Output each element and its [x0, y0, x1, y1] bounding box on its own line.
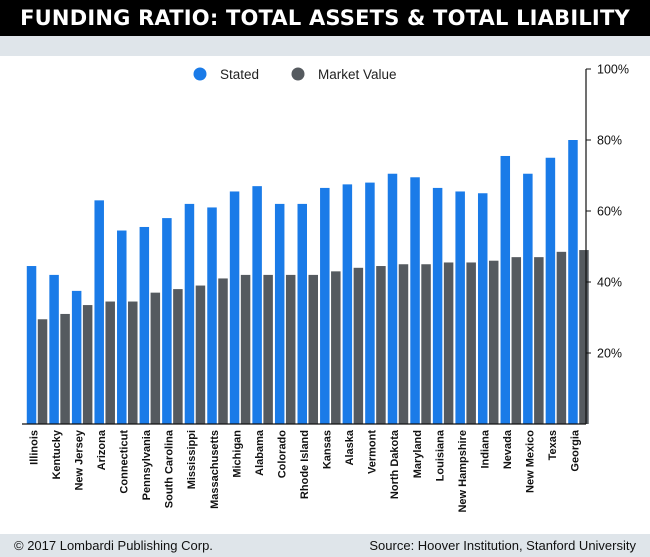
- bar-market-value: [37, 319, 48, 424]
- bar-stated: [26, 266, 37, 424]
- bar-market-value: [60, 313, 70, 424]
- x-tick-label: Rhode Island: [299, 430, 311, 499]
- bar-market-value: [285, 274, 296, 424]
- bar-stated: [49, 274, 59, 424]
- bar-stated: [545, 157, 556, 424]
- legend-label-stated: Stated: [220, 67, 259, 82]
- x-tick-label: Colorado: [276, 430, 288, 479]
- x-tick-label: Connecticut: [119, 430, 131, 494]
- bar-stated: [410, 177, 420, 424]
- y-tick-label: 60%: [597, 205, 622, 219]
- legend-label-market-value: Market Value: [318, 67, 397, 82]
- x-tick-label: New Jersey: [73, 429, 85, 490]
- bar-market-value: [218, 278, 228, 424]
- bar-market-value: [195, 285, 206, 424]
- footer: © 2017 Lombardi Publishing Corp. Source:…: [0, 534, 650, 557]
- bar-market-value: [173, 289, 183, 424]
- bar-market-value: [443, 262, 454, 424]
- legend-marker-stated: [193, 67, 207, 81]
- legend-marker-market-value: [291, 67, 305, 81]
- bar-market-value: [240, 274, 251, 424]
- x-tick-label: Mississippi: [186, 430, 198, 489]
- bar-stated: [184, 203, 195, 424]
- bar-stated: [162, 218, 172, 424]
- x-tick-labels: Illinois Kentucky New Jersey Arizona Connect…: [28, 429, 581, 512]
- x-tick-label: Louisiana: [434, 429, 446, 481]
- x-tick-label: North Dakota: [389, 429, 401, 499]
- bar-stated: [229, 191, 240, 424]
- bar-stated: [500, 155, 511, 424]
- x-tick-label: Kentucky: [51, 429, 63, 479]
- bar-market-value: [128, 301, 138, 424]
- bar-market-value: [353, 267, 364, 424]
- bar-stated: [568, 140, 578, 424]
- bar-stated: [342, 184, 353, 424]
- x-tick-label: Maryland: [412, 430, 424, 478]
- title-bar: FUNDING RATIO: TOTAL ASSETS & TOTAL LIAB…: [0, 0, 650, 36]
- bar-stated: [523, 173, 533, 424]
- bar-stated: [387, 173, 398, 424]
- bar-market-value: [308, 274, 318, 424]
- axes: 20% 40% 60% 80% 100%: [22, 63, 629, 425]
- bar-stated: [365, 182, 375, 424]
- bar-market-value: [398, 264, 409, 424]
- bar-market-value: [421, 264, 431, 424]
- bar-market-value: [376, 266, 386, 424]
- x-tick-label: Massachusetts: [209, 430, 221, 509]
- bar-market-value: [263, 274, 273, 424]
- x-tick-label: Michigan: [231, 430, 243, 478]
- x-tick-label: South Carolina: [164, 429, 176, 508]
- x-tick-label: Illinois: [28, 430, 40, 465]
- bar-stated: [274, 203, 285, 424]
- bar-stated: [94, 200, 104, 424]
- bar-market-value: [82, 305, 93, 424]
- legend: Stated Market Value: [193, 67, 397, 82]
- bar-market-value: [534, 257, 544, 424]
- bar-market-value: [105, 301, 115, 424]
- copyright-text: © 2017 Lombardi Publishing Corp.: [14, 538, 213, 553]
- x-tick-label: Texas: [547, 430, 559, 460]
- y-tick-label: 20%: [597, 347, 622, 361]
- bar-stated: [252, 186, 262, 424]
- x-tick-label: Kansas: [322, 430, 334, 469]
- bar-stated: [455, 191, 465, 424]
- bar-market-value: [511, 257, 522, 424]
- bar-stated: [477, 193, 488, 424]
- bar-market-value: [331, 271, 341, 424]
- x-tick-label: New Mexico: [525, 430, 537, 493]
- x-tick-label: Alaska: [344, 429, 356, 465]
- bars: [26, 140, 589, 425]
- x-tick-label: Nevada: [502, 429, 514, 469]
- bar-market-value: [556, 251, 567, 424]
- bar-market-value: [466, 262, 476, 424]
- bar-chart: Stated Market Value 20% 40% 60% 80% 100% Illi…: [22, 63, 629, 513]
- x-tick-label: Indiana: [479, 429, 491, 468]
- bar-stated: [297, 203, 307, 424]
- bar-market-value: [150, 292, 161, 424]
- bar-stated: [207, 207, 217, 424]
- x-tick-label: Georgia: [570, 429, 582, 471]
- bar-stated: [320, 187, 330, 424]
- bar-stated: [139, 226, 150, 424]
- bar-stated: [71, 290, 82, 425]
- x-tick-label: New Hampshire: [457, 430, 469, 513]
- x-tick-label: Vermont: [367, 430, 379, 474]
- y-tick-label: 80%: [597, 134, 622, 148]
- y-tick-label: 40%: [597, 276, 622, 290]
- source-text: Source: Hoover Institution, Stanford Uni…: [369, 538, 636, 553]
- bar-market-value: [488, 260, 499, 424]
- y-tick-label: 100%: [597, 63, 629, 77]
- x-tick-label: Alabama: [254, 429, 266, 476]
- x-tick-label: Pennsylvania: [141, 429, 153, 500]
- bar-stated: [117, 230, 127, 424]
- bar-stated: [432, 187, 443, 424]
- bar-market-value: [579, 250, 589, 424]
- header-band: [0, 36, 650, 56]
- x-tick-label: Arizona: [96, 429, 108, 470]
- chart-title: FUNDING RATIO: TOTAL ASSETS & TOTAL LIAB…: [20, 6, 630, 30]
